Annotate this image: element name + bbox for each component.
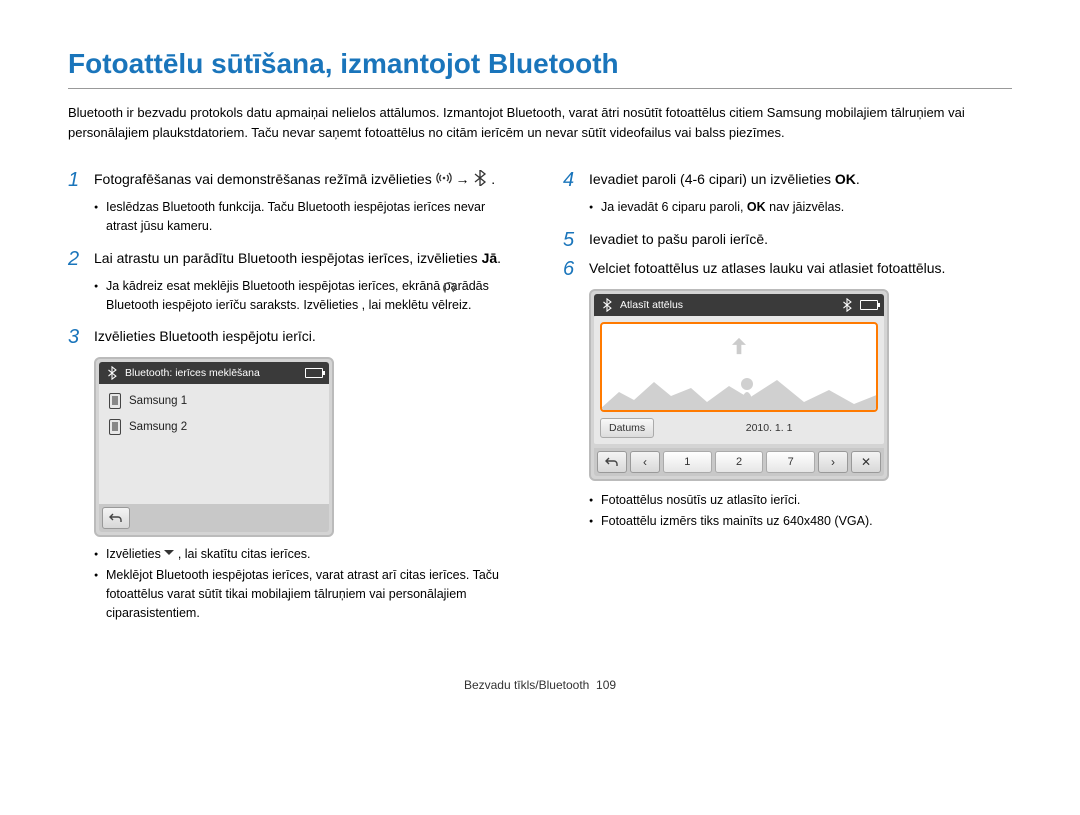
page-num[interactable]: 2 xyxy=(715,451,764,473)
bullet-item: Meklējot Bluetooth iespējotas ierīces, v… xyxy=(94,566,517,622)
back-button[interactable] xyxy=(102,507,130,529)
step-1-bullets: Ieslēdzas Bluetooth funkcija. Taču Bluet… xyxy=(94,198,517,236)
bullet-item: Fotoattēlu izmērs tiks mainīts uz 640x48… xyxy=(589,512,1012,531)
step-4: 4 Ievadiet paroli (4-6 cipari) un izvēli… xyxy=(563,169,1012,192)
step-2: 2 Lai atrastu un parādītu Bluetooth iesp… xyxy=(68,248,517,271)
screen-body: Samsung 1 Samsung 2 xyxy=(99,384,329,504)
silhouette-icon xyxy=(600,374,878,410)
date-value: 2010. 1. 1 xyxy=(660,422,878,434)
step-number: 5 xyxy=(563,229,581,252)
step-text: Lai atrastu un parādītu Bluetooth iespēj… xyxy=(94,248,517,271)
device-list-item[interactable]: Samsung 2 xyxy=(99,414,329,440)
date-row: Datums 2010. 1. 1 xyxy=(600,418,878,438)
step-6-bullets: Fotoattēlus nosūtīs uz atlasīto ierīci. … xyxy=(589,491,1012,531)
step-3-bullets: Izvēlieties , lai skatītu citas ierīces.… xyxy=(94,545,517,622)
bullet-item: Ja ievadāt 6 ciparu paroli, OK nav jāizv… xyxy=(589,198,1012,217)
chevron-down-icon xyxy=(164,550,174,560)
step-text: Izvēlieties Bluetooth iespējotu ierīci. xyxy=(94,326,517,349)
date-button[interactable]: Datums xyxy=(600,418,654,438)
refresh-icon xyxy=(443,282,455,294)
battery-icon xyxy=(305,368,323,378)
step-5: 5 Ievadiet to pašu paroli ierīcē. xyxy=(563,229,1012,252)
step-2-bullets: Ja kādreiz esat meklējis Bluetooth iespē… xyxy=(94,277,517,315)
step-number: 4 xyxy=(563,169,581,192)
left-column: 1 Fotografēšanas vai demonstrēšanas režī… xyxy=(68,169,517,634)
selection-box[interactable] xyxy=(600,322,878,412)
bluetooth-icon xyxy=(105,366,119,380)
step-1: 1 Fotografēšanas vai demonstrēšanas režī… xyxy=(68,169,517,192)
step-text: Velciet fotoattēlus uz atlases lauku vai… xyxy=(589,258,1012,281)
network-icon xyxy=(436,170,452,192)
content-columns: 1 Fotografēšanas vai demonstrēšanas režī… xyxy=(68,169,1012,634)
upload-arrow-icon xyxy=(725,332,753,363)
step-text: Ievadiet to pašu paroli ierīcē. xyxy=(589,229,1012,252)
page-footer: Bezvadu tīkls/Bluetooth 109 xyxy=(68,678,1012,692)
back-button[interactable] xyxy=(597,451,627,473)
page-title: Fotoattēlu sūtīšana, izmantojot Bluetoot… xyxy=(68,48,1012,89)
bluetooth-search-screen: Bluetooth: ierīces meklēšana Samsung 1 S… xyxy=(94,357,334,537)
prev-button[interactable]: ‹ xyxy=(630,451,660,473)
page-num[interactable]: 7 xyxy=(766,451,815,473)
bullet-item: Izvēlieties , lai skatītu citas ierīces. xyxy=(94,545,517,564)
phone-icon xyxy=(109,419,121,435)
step-4-bullets: Ja ievadāt 6 ciparu paroli, OK nav jāizv… xyxy=(589,198,1012,217)
screen-footer xyxy=(99,504,329,532)
close-button[interactable]: ✕ xyxy=(851,451,881,473)
device-list-item[interactable]: Samsung 1 xyxy=(99,388,329,414)
next-button[interactable]: › xyxy=(818,451,848,473)
image-select-screen: Atlasīt attēlus xyxy=(589,289,889,481)
screen-titlebar: Bluetooth: ierīces meklēšana xyxy=(99,362,329,384)
phone-icon xyxy=(109,393,121,409)
step-6: 6 Velciet fotoattēlus uz atlases lauku v… xyxy=(563,258,1012,281)
screen-title: Bluetooth: ierīces meklēšana xyxy=(125,367,260,379)
gallery-body: Datums 2010. 1. 1 xyxy=(594,316,884,444)
bullet-item: Ieslēdzas Bluetooth funkcija. Taču Bluet… xyxy=(94,198,517,236)
step-text: Fotografēšanas vai demonstrēšanas režīmā… xyxy=(94,169,517,192)
step-text: Ievadiet paroli (4-6 cipari) un izvēliet… xyxy=(589,169,1012,192)
bluetooth-icon xyxy=(473,170,487,192)
bullet-item: Fotoattēlus nosūtīs uz atlasīto ierīci. xyxy=(589,491,1012,510)
battery-icon xyxy=(860,300,878,310)
bluetooth-status-icon xyxy=(840,298,854,312)
step-number: 1 xyxy=(68,169,86,192)
screen-titlebar: Atlasīt attēlus xyxy=(594,294,884,316)
step-3: 3 Izvēlieties Bluetooth iespējotu ierīci… xyxy=(68,326,517,349)
step-number: 6 xyxy=(563,258,581,281)
bluetooth-icon xyxy=(600,298,614,312)
intro-paragraph: Bluetooth ir bezvadu protokols datu apma… xyxy=(68,103,1012,143)
page-num[interactable]: 1 xyxy=(663,451,712,473)
bullet-item: Ja kādreiz esat meklējis Bluetooth iespē… xyxy=(94,277,517,315)
step-number: 3 xyxy=(68,326,86,349)
step-number: 2 xyxy=(68,248,86,271)
gallery-footer: ‹ 1 2 7 › ✕ xyxy=(594,448,884,476)
screen-title: Atlasīt attēlus xyxy=(620,299,683,311)
right-column: 4 Ievadiet paroli (4-6 cipari) un izvēli… xyxy=(563,169,1012,634)
